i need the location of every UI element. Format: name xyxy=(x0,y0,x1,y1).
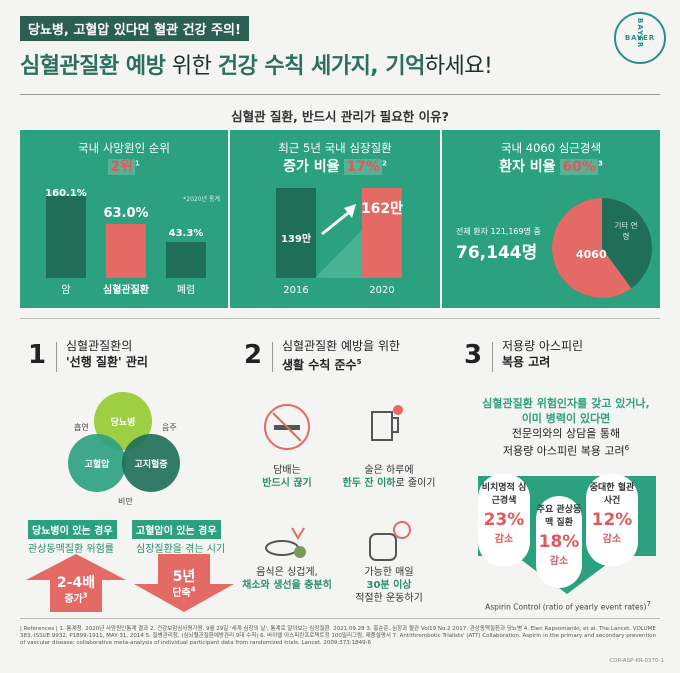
bar-cvd-label: 심혈관질환 xyxy=(103,285,149,296)
venn-hypertension: 고혈압 xyxy=(68,434,126,492)
cond-diabetes-sub: 관상동맥질환 위험률 xyxy=(28,544,114,555)
step2-number: 2 xyxy=(244,340,263,370)
panel1-rank: 2위 1 xyxy=(108,159,140,175)
reason-title: 심혈관 질환, 반드시 관리가 필요한 이유? xyxy=(231,109,449,124)
step1-title: 심혈관질환의 '선행 질환' 관리 xyxy=(66,339,148,369)
panel3-subtitle: 환자 비율 60% 3 xyxy=(499,159,603,175)
bar-2016-value: 139만 xyxy=(280,234,312,245)
page-title: 심혈관질환 예방 위한 건강 수칙 세가지, 기억하세요! xyxy=(20,48,493,80)
cond-hypertension-value: 5년 xyxy=(172,569,196,585)
step2-title: 심혈관질환 예방을 위한 생활 수칙 준수5 xyxy=(282,339,401,372)
no-smoking-icon xyxy=(264,404,310,450)
cond-hypertension-value2: 단축4 xyxy=(172,585,196,599)
aspirin-col-chd: 주요 관상동맥 질환 18% 감소 xyxy=(536,496,582,588)
panel-mi-ratio: 국내 4060 심근경색 환자 비율 60% 3 전체 환자 121,169명 중… xyxy=(442,130,660,308)
cond-hypertension-sub: 심장질환을 겪는 시기 xyxy=(136,544,226,555)
panel2-subtitle: 증가 비율 17% 2 xyxy=(283,159,387,175)
tip-exercise: 가능한 매일 30분 이상 적절한 운동하기 xyxy=(355,567,423,604)
bar-2016-label: 2016 xyxy=(283,285,309,296)
bar-cvd xyxy=(106,224,146,278)
venn-hyperlipidemia: 고지혈증 xyxy=(122,434,180,492)
step3-number: 3 xyxy=(464,340,483,370)
doc-code: CDR-ASP-KR-0370-1 xyxy=(609,658,664,664)
divider xyxy=(20,94,660,95)
step3-divider xyxy=(492,342,493,372)
patient-count: 76,144명 xyxy=(456,243,538,263)
headline-part2: 위한 xyxy=(165,54,218,79)
logo-text-vertical: BAYER xyxy=(636,18,644,49)
footer-divider xyxy=(20,618,660,619)
panel-heart-increase: 최근 5년 국내 심장질환 증가 비율 17% 2 139만 2016 162만 … xyxy=(230,130,440,308)
headline-part3: 건강 수칙 세가지, 기억 xyxy=(217,54,426,79)
panel1-note: *2020년 통계 xyxy=(183,196,220,203)
cond-hypertension-title: 고혈압이 있는 경우 xyxy=(132,520,221,539)
tip-smoking: 담배는 반드시 끊기 xyxy=(262,465,312,489)
exercise-icon xyxy=(366,520,414,564)
panel3-title: 국내 4060 심근경색 xyxy=(500,141,602,155)
bayer-logo: BAYER BAYER xyxy=(614,12,666,64)
headline-part1: 심혈관질환 예방 xyxy=(20,54,166,79)
tip-diet: 음식은 싱겁게, 채소와 생선을 충분히 xyxy=(242,567,332,591)
step1-number: 1 xyxy=(28,340,47,370)
pie-other-label: 기타 연령 xyxy=(614,221,638,241)
aspirin-caption: Aspirin Control (ratio of yearly event r… xyxy=(485,600,651,612)
references: | References | 1. 통계청. 2020년 사망원인통계 결과 2… xyxy=(20,626,656,646)
pie-slice-4060 xyxy=(552,198,632,298)
pie-chart xyxy=(552,198,652,298)
step3-title: 저용량 아스피린 복용 고려 xyxy=(502,339,584,369)
bar-2016 xyxy=(276,188,316,278)
cond-diabetes-value: 2-4배 xyxy=(56,575,96,591)
section-divider xyxy=(20,318,660,319)
step1-divider xyxy=(56,342,57,372)
bar-2020-value: 162만 xyxy=(360,201,404,217)
step2-divider xyxy=(272,342,273,372)
cond-diabetes-value2: 증가3 xyxy=(64,591,88,605)
fish-vegetable-icon xyxy=(262,522,310,562)
cond-diabetes-title: 당뇨병이 있는 경우 xyxy=(28,520,117,539)
up-arrow xyxy=(26,554,126,612)
pie-main-label: 4060 xyxy=(576,248,607,261)
bar-cancer xyxy=(46,196,86,278)
aspirin-lead: 심혈관질환 위험인자를 갖고 있거나, 이미 병력이 있다면 전문의와의 상담을… xyxy=(482,397,650,458)
total-label: 전체 환자 121,169명 중 xyxy=(456,227,541,236)
bar-pneumonia-value: 43.3% xyxy=(168,228,204,239)
venn-obesity: 비만 xyxy=(118,497,133,506)
growth-arrow xyxy=(315,204,362,278)
panel1-title: 국내 사망원인 순위 xyxy=(78,141,170,155)
bar-cvd-value: 63.0% xyxy=(103,206,149,221)
bar-2020 xyxy=(362,188,402,278)
aspirin-col-mi: 비치명적 심근경색 23% 감소 xyxy=(478,474,530,566)
tagline: 당뇨병, 고혈압 있다면 혈관 건강 주의! xyxy=(20,16,249,41)
bar-pneumonia xyxy=(166,242,206,278)
bar-pneumonia-label: 폐렴 xyxy=(176,285,196,296)
panel2-title: 최근 5년 국내 심장질환 xyxy=(278,141,392,155)
panel-death-rank: 국내 사망원인 순위 2위 1 *2020년 통계 160.1% 암 63.0% … xyxy=(20,130,228,308)
bar-cancer-value: 160.1% xyxy=(45,188,87,199)
venn-drinking: 음주 xyxy=(162,423,177,432)
logo-text: BAYER xyxy=(624,34,656,42)
headline-part4: 하세요! xyxy=(424,54,493,79)
beer-icon xyxy=(366,404,406,444)
bar-2020-label: 2020 xyxy=(369,285,395,296)
down-arrow xyxy=(134,554,234,612)
bar-cancer-label: 암 xyxy=(61,285,71,296)
tip-alcohol: 술은 하루에 한두 잔 이하로 줄이기 xyxy=(342,465,436,489)
aspirin-col-vascular: 중대한 혈관사건 12% 감소 xyxy=(586,474,638,566)
venn-smoking: 흡연 xyxy=(74,423,89,432)
